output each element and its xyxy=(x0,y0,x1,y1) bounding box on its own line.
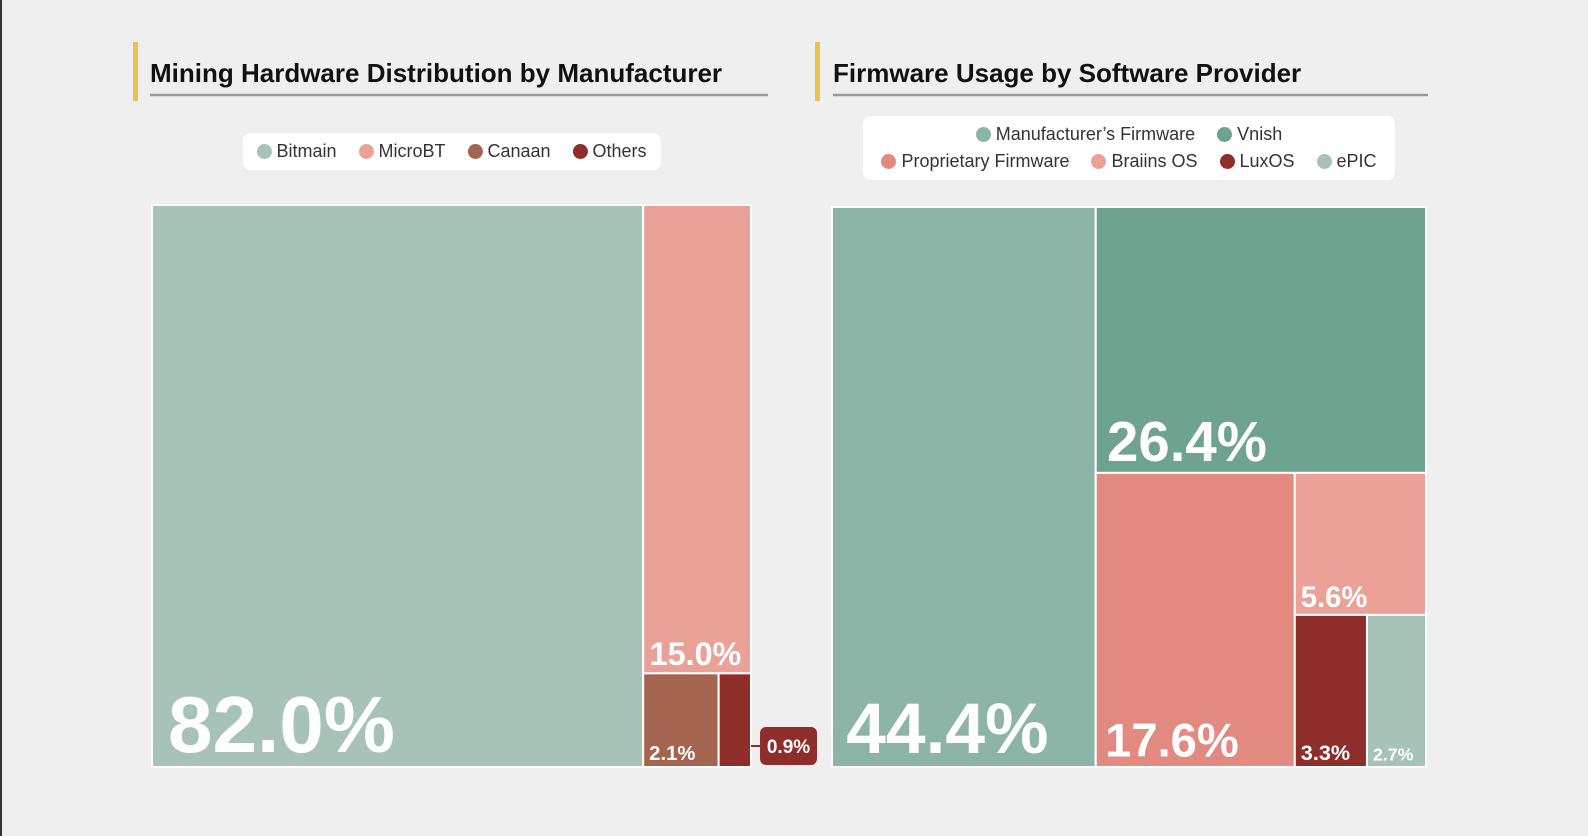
legend-item: LuxOS xyxy=(1219,151,1295,172)
legend-label: Vnish xyxy=(1237,124,1283,144)
value-label: 82.0% xyxy=(168,680,395,769)
legend-label: ePIC xyxy=(1336,151,1377,171)
value-label: 3.3% xyxy=(1301,740,1350,765)
legend-item: Others xyxy=(572,141,647,162)
treemap-cell xyxy=(831,206,1097,768)
value-label: 44.4% xyxy=(846,689,1048,769)
legend-label: Braiins OS xyxy=(1111,151,1198,171)
label-badge xyxy=(760,727,817,765)
legend-swatch xyxy=(358,144,374,159)
legend-label: LuxOS xyxy=(1239,151,1295,171)
legend-swatch xyxy=(1219,154,1235,169)
chart-title: Firmware Usage by Software Provider xyxy=(833,58,1301,88)
legend-label: Bitmain xyxy=(276,141,337,161)
treemap-cell xyxy=(1094,471,1296,768)
value-label: 5.6% xyxy=(1301,582,1368,614)
legend-label: Manufacturer’s Firmware xyxy=(995,124,1196,144)
treemap-cell xyxy=(642,204,752,675)
legend-item: Canaan xyxy=(467,141,551,162)
legend-item: ePIC xyxy=(1316,151,1377,172)
legend-item: Manufacturer’s Firmware xyxy=(975,124,1196,145)
legend-swatch xyxy=(1316,154,1332,169)
legend-label: MicroBT xyxy=(378,141,446,161)
treemap-cell xyxy=(1094,206,1427,474)
legend-item: Proprietary Firmware xyxy=(881,151,1069,172)
legend-item: Bitmain xyxy=(256,141,336,162)
value-label: 2.1% xyxy=(649,743,695,765)
treemap-cell xyxy=(1293,471,1427,616)
legend-label: Proprietary Firmware xyxy=(901,151,1070,171)
legend-label: Others xyxy=(592,141,647,161)
legend-swatch xyxy=(1091,154,1107,169)
chart-title: Mining Hardware Distribution by Manufact… xyxy=(150,58,722,88)
treemap-cell xyxy=(1365,613,1427,769)
legend-item: Braiins OS xyxy=(1091,151,1198,172)
legend-swatch xyxy=(975,127,991,142)
treemap-cell xyxy=(151,204,645,768)
legend: Manufacturer’s Firmware Vnish Proprietary … xyxy=(863,116,1395,180)
title-accent xyxy=(815,42,820,101)
value-label: 2.7% xyxy=(1373,745,1414,765)
legend-item: MicroBT xyxy=(358,141,445,162)
legend-label: Canaan xyxy=(487,141,551,161)
legend-swatch xyxy=(572,144,588,159)
treemap-cell xyxy=(717,672,752,768)
window-edge xyxy=(0,0,2,836)
legend-item: Vnish xyxy=(1217,124,1282,145)
value-label: 15.0% xyxy=(650,636,742,672)
legend-swatch xyxy=(256,144,272,159)
value-label: 26.4% xyxy=(1107,410,1267,473)
legend: Bitmain MicroBT Canaan Others xyxy=(242,133,661,170)
legend-swatch xyxy=(467,144,483,159)
legend-swatch xyxy=(1217,127,1233,142)
title-accent xyxy=(133,42,138,101)
treemap-cell xyxy=(1293,613,1368,769)
value-label: 17.6% xyxy=(1105,713,1239,766)
legend-swatch xyxy=(881,154,897,169)
value-label: 0.9% xyxy=(767,737,810,758)
